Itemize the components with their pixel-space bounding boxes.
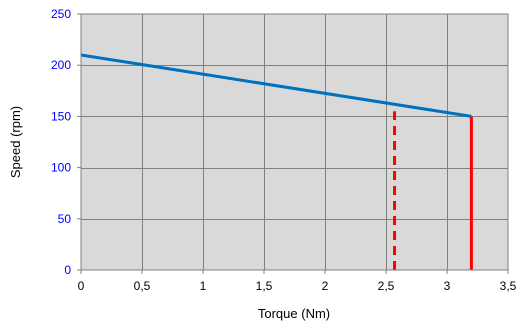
series-group (80, 53, 472, 118)
y-tick-labels: 0 50 100 150 200 250 (51, 7, 81, 277)
y-tick-label: 200 (51, 58, 71, 72)
x-tick-label: 1,5 (256, 279, 273, 293)
vertical-markers (393, 111, 473, 270)
plot-border (80, 13, 509, 271)
x-tick-label: 2 (322, 279, 329, 293)
x-tick-labels: 0 0,5 1 1,5 2 2,5 3 3,5 (78, 270, 516, 293)
y-tick-label: 0 (64, 263, 71, 277)
plot-area (81, 14, 508, 270)
x-tick-label: 0,5 (134, 279, 151, 293)
x-tick-label: 1 (200, 279, 207, 293)
grid-lines (81, 14, 508, 270)
x-axis-label: Torque (Nm) (258, 306, 330, 321)
x-tick-label: 3 (444, 279, 451, 293)
y-tick-label: 50 (58, 212, 72, 226)
x-tick-label: 3,5 (500, 279, 516, 293)
x-tick-label: 2,5 (378, 279, 395, 293)
y-tick-label: 150 (51, 109, 71, 123)
x-tick-label: 0 (78, 279, 85, 293)
y-tick-label: 100 (51, 161, 71, 175)
speed-torque-line (80, 53, 472, 118)
y-tick-label: 250 (51, 7, 71, 21)
y-axis-label: Speed (rpm) (8, 106, 23, 178)
